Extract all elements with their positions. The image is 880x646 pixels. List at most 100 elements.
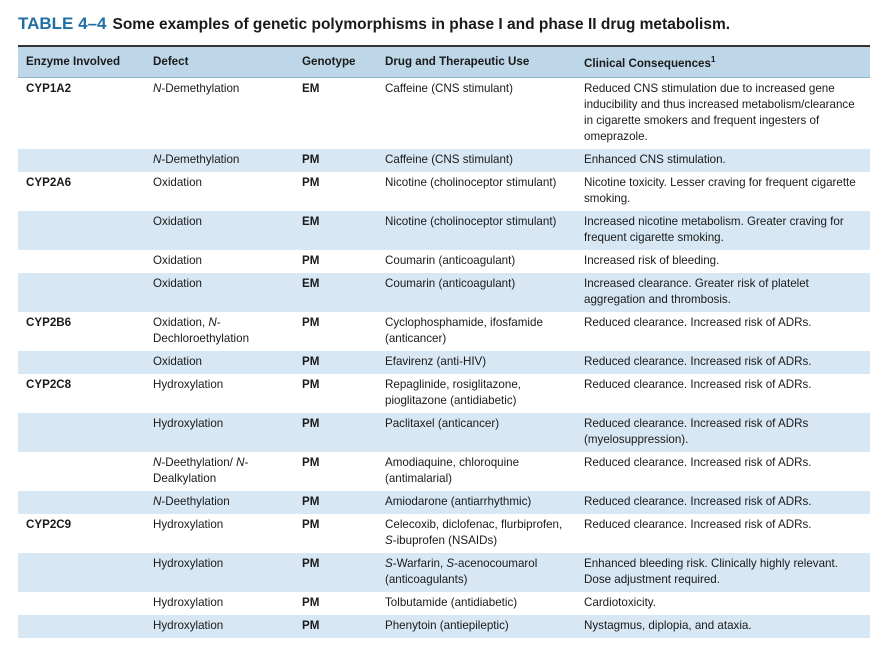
enzyme-cell — [18, 490, 145, 514]
table-caption: Some examples of genetic polymorphisms i… — [112, 16, 731, 33]
enzyme-cell — [18, 552, 145, 592]
defect-cell: Oxidation — [145, 350, 294, 374]
genotype-cell: PM — [302, 455, 320, 469]
genotype-cell: PM — [302, 377, 320, 391]
drug-use-cell: Coumarin (anticoagulant) — [385, 253, 516, 267]
table-row: N-Deethylation PM Amiodarone (antiarrhythm… — [18, 490, 870, 514]
drug-use-cell: Cyclophosphamide, ifosfamide (anticancer… — [385, 315, 543, 345]
enzyme-cell: CYP1A2 — [26, 81, 72, 95]
italic-run: N — [153, 81, 162, 95]
enzyme-cell — [18, 350, 145, 374]
defect-cell: Hydroxylation — [153, 595, 224, 609]
clinical-consequence-cell: Reduced clearance. Increased risk of ADR… — [576, 490, 870, 514]
drug-use-cell: Coumarin (anticoagulant) — [377, 272, 576, 312]
genotype-cell: EM — [294, 272, 377, 312]
column-header: Drug and Therapeutic Use — [377, 46, 576, 78]
genotype-cell: PM — [294, 148, 377, 172]
table-body: CYP1A2 N-Demethylation EM Caffeine (CNS sti… — [18, 77, 870, 638]
text-run: -ibuprofen (NSAIDs) — [392, 533, 498, 547]
italic-run: N — [208, 315, 217, 329]
table-row: CYP2C8 Hydroxylation PM Repaglinide, rosigl… — [18, 374, 870, 413]
text-run: -acenocoumarol (anticoagulants) — [385, 556, 538, 586]
text-run: Celecoxib, diclofenac, flurbiprofen, — [385, 517, 563, 531]
genotype-cell: PM — [294, 552, 377, 592]
drug-use-cell: S-Warfarin, S-acenocoumarol (anticoagula… — [377, 552, 576, 592]
genotype-cell: EM — [294, 210, 377, 250]
clinical-consequence-cell: Reduced clearance. Increased risk of ADR… — [576, 412, 870, 452]
text-run: -Demethylation — [161, 152, 240, 166]
enzyme-cell: CYP2C8 — [26, 377, 72, 391]
genotype-cell: PM — [294, 412, 377, 452]
column-header: Defect — [145, 46, 294, 78]
clinical-consequence-cell: Reduced clearance. Increased risk of ADR… — [584, 315, 812, 329]
drug-use-cell: Amodiaquine, chloroquine (antimalarial) — [385, 455, 520, 485]
defect-cell: Oxidation — [145, 272, 294, 312]
defect-cell: Hydroxylation — [145, 614, 294, 638]
table-row: N-Demethylation PM Caffeine (CNS stimulant… — [18, 148, 870, 172]
genotype-cell: PM — [302, 517, 320, 531]
column-header: Genotype — [294, 46, 377, 78]
clinical-consequence-cell: Nystagmus, diplopia, and ataxia. — [576, 614, 870, 638]
defect-cell: N-Demethylation — [145, 77, 294, 149]
genotype-cell: PM — [302, 595, 320, 609]
header-text: Clinical Consequences — [584, 56, 711, 70]
clinical-consequence-cell: Increased clearance. Greater risk of pla… — [576, 272, 870, 312]
enzyme-cell: CYP2B6 — [26, 315, 72, 329]
drug-use-cell: Efavirenz (anti-HIV) — [377, 350, 576, 374]
genotype-cell: PM — [302, 175, 320, 189]
genotype-cell: PM — [302, 253, 320, 267]
enzyme-cell — [18, 614, 145, 638]
text-run: -Dealkylation — [153, 455, 249, 485]
italic-run: N — [153, 494, 162, 508]
italic-run: N — [236, 455, 245, 469]
genotype-cell: PM — [294, 490, 377, 514]
footnote-mark: 1 — [710, 55, 716, 64]
text-run: -Demethylation — [161, 81, 240, 95]
clinical-consequence-cell: Nicotine toxicity. Lesser craving for fr… — [584, 175, 856, 205]
enzyme-cell — [18, 592, 145, 615]
table-row: Oxidation EM Coumarin (anticoagulant) Incre… — [18, 272, 870, 312]
clinical-consequence-cell: Increased risk of bleeding. — [584, 253, 720, 267]
enzyme-cell — [18, 412, 145, 452]
drug-use-cell: Phenytoin (antiepileptic) — [377, 614, 576, 638]
drug-use-cell: Tolbutamide (antidiabetic) — [385, 595, 518, 609]
clinical-consequence-cell: Reduced clearance. Increased risk of ADR… — [584, 517, 812, 531]
clinical-consequence-cell: Reduced clearance. Increased risk of ADR… — [576, 350, 870, 374]
enzyme-cell: CYP2A6 — [26, 175, 72, 189]
table-row: Hydroxylation PM S-Warfarin, S-acenocoumar… — [18, 552, 870, 592]
clinical-consequence-cell: Reduced CNS stimulation due to increased… — [584, 81, 855, 143]
table-row: Oxidation PM Coumarin (anticoagulant) Incre… — [18, 250, 870, 273]
clinical-consequence-cell: Enhanced CNS stimulation. — [576, 148, 870, 172]
defect-cell: Oxidation, N-Dechloroethylation — [145, 312, 294, 351]
defect-cell: Hydroxylation — [145, 412, 294, 452]
defect-cell: N-Demethylation — [145, 148, 294, 172]
clinical-consequence-cell: Reduced clearance. Increased risk of ADR… — [584, 377, 812, 391]
text-run: Oxidation, — [153, 315, 209, 329]
italic-run: N — [153, 152, 162, 166]
italic-run: S — [385, 556, 393, 570]
table-row: CYP1A2 N-Demethylation EM Caffeine (CNS sti… — [18, 77, 870, 149]
defect-cell: Oxidation — [153, 175, 202, 189]
defect-cell: Hydroxylation — [145, 552, 294, 592]
table-row: CYP2C9 Hydroxylation PM Celecoxib, diclofen… — [18, 514, 870, 553]
drug-use-cell: Nicotine (cholinoceptor stimulant) — [385, 175, 557, 189]
text-run: -Dechloroethylation — [153, 315, 250, 345]
table-row: N-Deethylation/ N-Dealkylation PM Amodiaqu… — [18, 452, 870, 491]
defect-cell: Hydroxylation — [153, 517, 224, 531]
genotype-cell: EM — [302, 81, 320, 95]
table-row: Oxidation EM Nicotine (cholinoceptor stimu… — [18, 210, 870, 250]
drug-use-cell: Repaglinide, rosiglitazone, pioglitazone… — [385, 377, 521, 407]
table-label: TABLE 4–4 — [18, 14, 107, 33]
defect-cell: N-Deethylation/ N-Dealkylation — [145, 452, 294, 491]
enzyme-cell — [18, 148, 145, 172]
text-run: -Warfarin, — [392, 556, 447, 570]
table-row: Hydroxylation PM Tolbutamide (antidiabetic… — [18, 592, 870, 615]
enzyme-cell — [18, 272, 145, 312]
table-row: Hydroxylation PM Phenytoin (antiepileptic)… — [18, 614, 870, 638]
column-header: Enzyme Involved — [18, 46, 145, 78]
defect-cell: Oxidation — [145, 210, 294, 250]
italic-run: N — [153, 455, 162, 469]
text-run: -Deethylation/ — [161, 455, 237, 469]
drug-use-cell: Paclitaxel (anticancer) — [377, 412, 576, 452]
